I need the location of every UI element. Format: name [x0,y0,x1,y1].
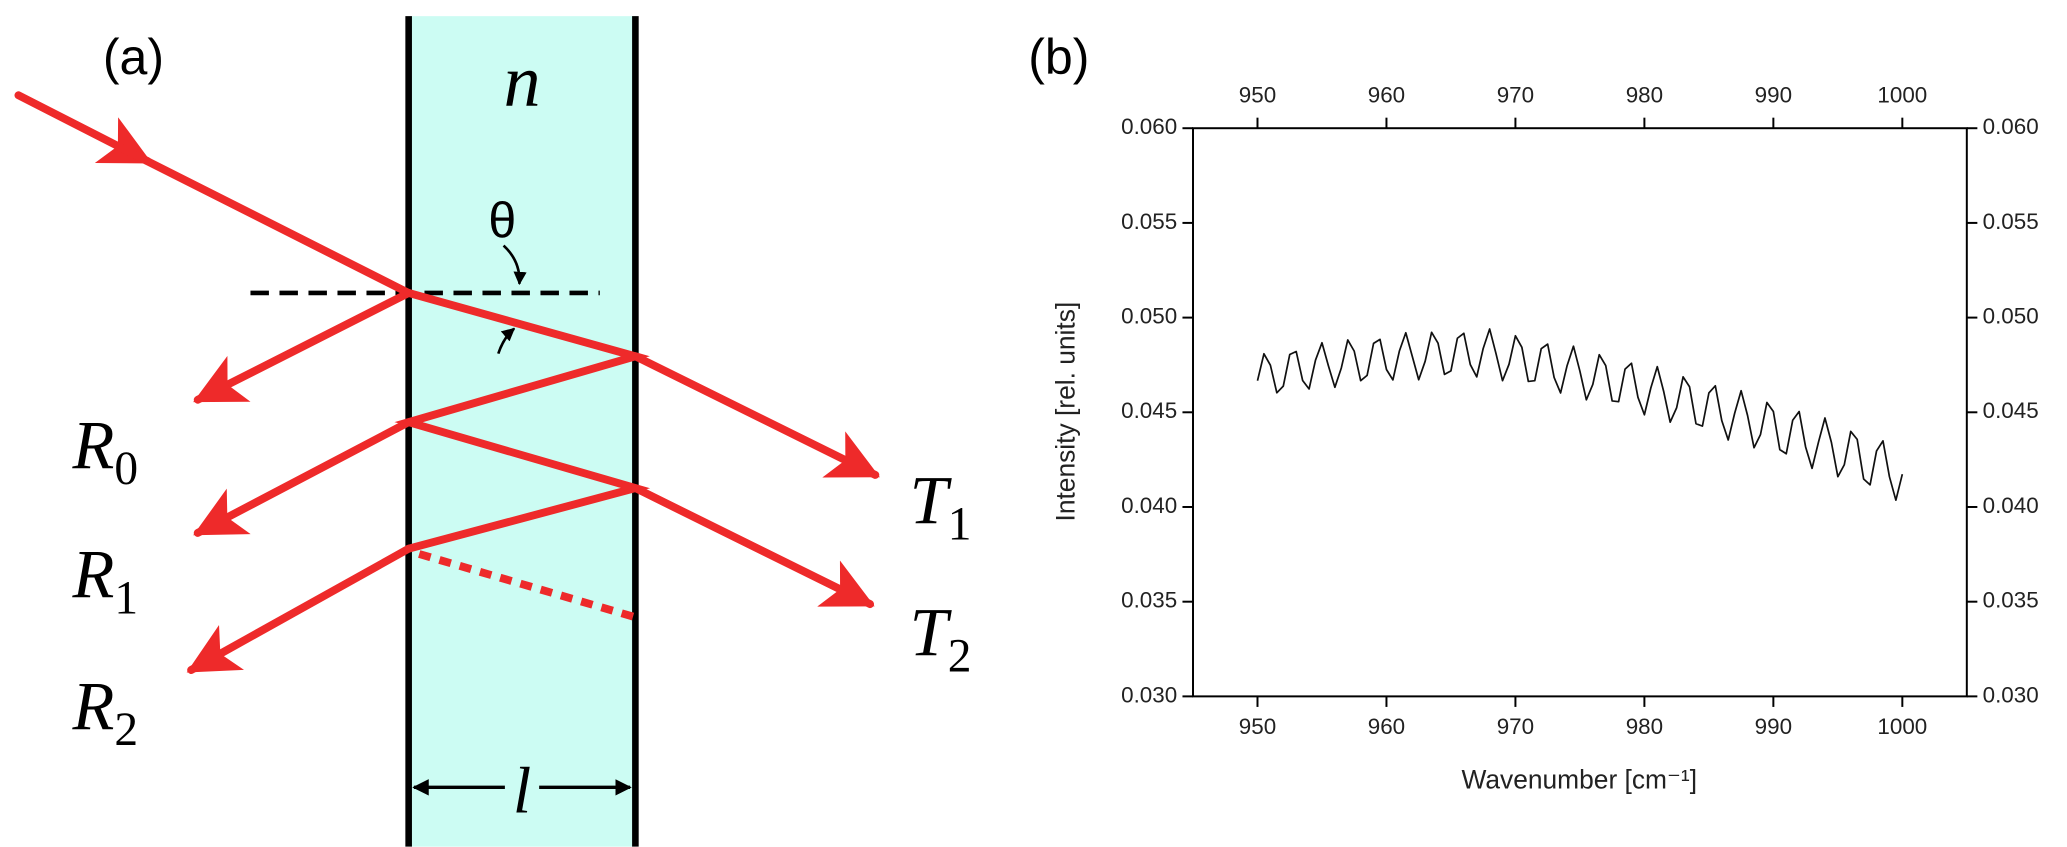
subscript: 1 [114,572,138,624]
symbol: R [72,537,115,613]
subscript: 0 [114,443,138,495]
x-tick-label-top: 970 [1497,82,1534,107]
x-tick-label-top: 1000 [1877,82,1927,107]
x-tick-label: 1000 [1877,714,1927,739]
x-tick-label-top: 960 [1368,82,1405,107]
reflected-ray [193,418,413,537]
y-tick-label-right: 0.050 [1983,304,2039,329]
chart: (b) Wavenumber [cm⁻¹] Intensity [rel. un… [1028,29,2038,794]
y-tick-label: 0.045 [1121,398,1177,423]
panel-label: (a) [103,29,164,85]
x-tick-label-top: 950 [1239,82,1276,107]
y-tick-label-right: 0.055 [1983,209,2039,234]
x-tick-label-top: 980 [1626,82,1663,107]
label-backing [504,762,540,816]
rays [14,91,880,674]
y-tick-label: 0.055 [1121,209,1177,234]
y-tick-label-right: 0.060 [1983,114,2039,139]
angle-arrow [497,327,516,355]
y-tick-label-right: 0.045 [1983,398,2039,423]
y-tick-label: 0.040 [1121,493,1177,518]
reflected-label: R1 [72,537,139,625]
subscript: 2 [948,630,972,682]
symbol: R [72,407,115,483]
y-axis-label: Intensity [rel. units] [1050,302,1080,522]
x-tick-label: 950 [1239,714,1276,739]
x-tick-label: 990 [1755,714,1792,739]
reflected-ray [186,544,413,674]
incident-ray [114,142,413,297]
subscript: 2 [114,704,138,756]
reflected-ray [193,289,413,404]
y-tick-label-right: 0.030 [1983,682,2039,707]
y-tick-label: 0.030 [1121,682,1177,707]
angle-label: θ [488,193,516,249]
panel-label: (b) [1028,29,1089,85]
symbol: T [910,595,953,671]
x-tick-label: 970 [1497,714,1534,739]
angle-arrow [502,244,527,286]
y-tick-label-right: 0.035 [1983,588,2039,613]
y-tick-label-right: 0.040 [1983,493,2039,518]
reflected-label: R0 [72,407,139,495]
x-tick-label-top: 990 [1755,82,1792,107]
transmitted-ray [631,352,880,479]
data-line [1256,328,1904,502]
x-axis-label: Wavenumber [cm⁻¹] [1461,765,1697,795]
y-tick-label: 0.035 [1121,588,1177,613]
subscript: 1 [948,499,972,551]
diagram: (a) n θ l R0 R1 R2 T1 T2 [14,16,972,847]
symbol: T [910,463,953,539]
symbol: R [72,668,115,744]
transmitted-ray [631,484,875,609]
x-tick-label: 960 [1368,714,1405,739]
reflected-label: R2 [72,668,139,756]
plot-frame [1192,127,1968,698]
thickness-label: l [513,754,531,827]
medium-label: n [504,40,541,122]
y-tick-label: 0.050 [1121,304,1177,329]
y-tick-label: 0.060 [1121,114,1177,139]
x-tick-label: 980 [1626,714,1663,739]
transmitted-label: T2 [910,595,972,683]
internal-ray-dotted [418,550,637,622]
transmitted-label: T1 [910,463,972,551]
